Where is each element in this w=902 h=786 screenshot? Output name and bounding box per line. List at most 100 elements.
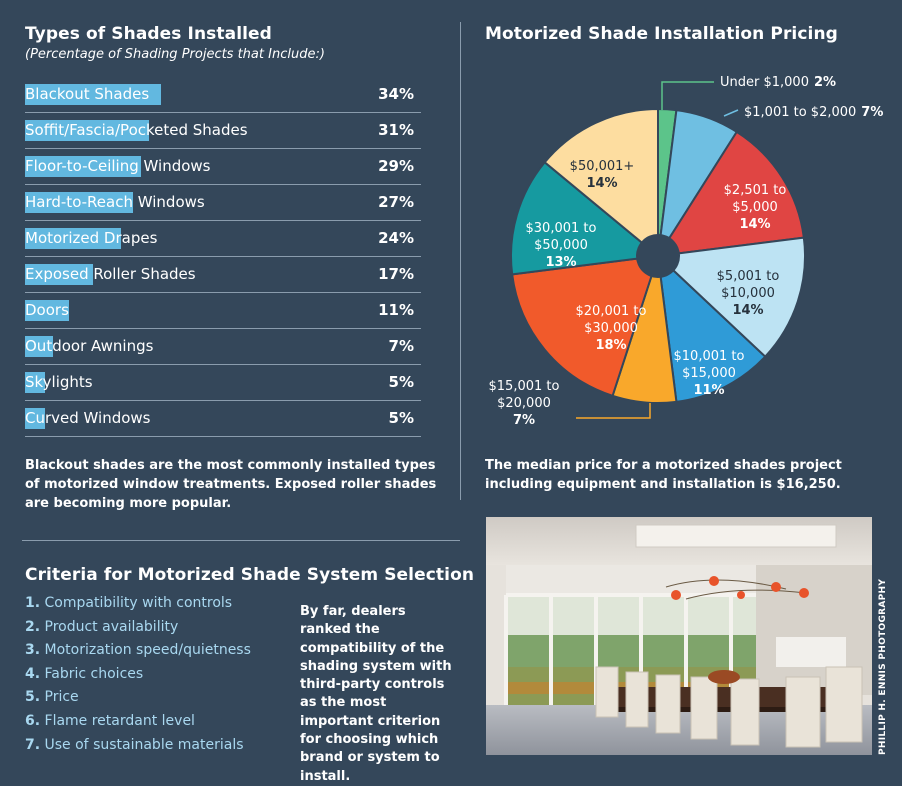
pie-slice bbox=[655, 236, 806, 359]
pie-slice bbox=[510, 160, 661, 276]
pie-slice-percent: 11% bbox=[693, 383, 724, 398]
pie-slice-percent: 14% bbox=[586, 176, 617, 191]
bar-label: Blackout Shades bbox=[25, 85, 150, 103]
bar-label: Outdoor Awnings bbox=[25, 337, 154, 355]
pie-slice-label: $5,000 bbox=[732, 200, 778, 215]
bar-row: Skylights 5% bbox=[25, 365, 421, 401]
bar-value-label: 17% bbox=[378, 265, 414, 283]
criteria-text: Compatibility with controls bbox=[44, 595, 233, 611]
criteria-text: Product availability bbox=[44, 618, 179, 635]
bar bbox=[25, 84, 161, 105]
bar-row: Curved Windows 5% bbox=[25, 401, 421, 437]
criteria-item: 3. Motorization speed/quietness bbox=[25, 642, 251, 666]
pie-slice-percent: 18% bbox=[595, 338, 626, 353]
donut-hole bbox=[636, 234, 680, 278]
pie-slice-percent: 14% bbox=[739, 217, 770, 232]
bar-label: Motorized Drapes bbox=[25, 229, 158, 247]
pricing-chart-title: Motorized Shade Installation Pricing bbox=[485, 24, 838, 44]
bar-label: Skylights bbox=[25, 373, 93, 391]
pie-slice bbox=[656, 130, 805, 258]
pie-slice-percent: 14% bbox=[732, 303, 763, 318]
criteria-number: 4. bbox=[25, 665, 41, 682]
criteria-text: Fabric choices bbox=[44, 665, 144, 682]
pie-slice bbox=[543, 107, 659, 259]
criteria-number: 7. bbox=[25, 736, 41, 753]
criteria-number: 2. bbox=[25, 618, 41, 635]
dining-room-photo bbox=[486, 517, 872, 755]
bar-row: Blackout Shades 34% bbox=[25, 77, 421, 113]
pricing-caption: The median price for a motorized shades … bbox=[485, 458, 842, 492]
bar bbox=[25, 228, 121, 249]
criteria-text: Price bbox=[44, 689, 79, 706]
bar-value-label: 11% bbox=[378, 301, 414, 319]
pie-slice-label: $10,001 to bbox=[674, 349, 745, 364]
pie-slice-label: $5,001 to bbox=[717, 269, 780, 284]
criteria-title: Criteria for Motorized Shade System Sele… bbox=[25, 565, 475, 585]
pie-slice-label: $30,000 bbox=[584, 321, 638, 336]
bar-value-label: 24% bbox=[378, 229, 414, 247]
bar bbox=[25, 372, 45, 393]
pie-slice-percent: 13% bbox=[545, 255, 576, 270]
bar-value-label: 5% bbox=[388, 373, 414, 391]
bar-row: Exposed Roller Shades 17% bbox=[25, 257, 421, 293]
bar-row: Floor-to-Ceiling Windows 29% bbox=[25, 149, 421, 185]
pie-leader-line bbox=[576, 403, 651, 419]
bar-label: Curved Windows bbox=[25, 409, 151, 427]
bar-value-label: 7% bbox=[388, 337, 414, 355]
criteria-number: 5. bbox=[25, 689, 41, 706]
bar bbox=[25, 300, 69, 321]
bar-value-label: 31% bbox=[378, 121, 414, 139]
bar bbox=[25, 192, 133, 213]
bar bbox=[25, 408, 45, 429]
pie-slice-label: $30,001 to bbox=[526, 221, 597, 236]
horizontal-divider bbox=[22, 540, 460, 541]
bar-value-label: 27% bbox=[378, 193, 414, 211]
criteria-item: 6. Flame retardant level bbox=[25, 713, 251, 737]
bar bbox=[25, 264, 93, 285]
vertical-divider bbox=[460, 22, 461, 500]
pie-slice-label: $20,001 to bbox=[576, 304, 647, 319]
criteria-item: 7. Use of sustainable materials bbox=[25, 737, 251, 761]
bar-label: Soffit/Fascia/Pocketed Shades bbox=[25, 121, 248, 139]
bar-value-label: 29% bbox=[378, 157, 414, 175]
bar-label: Doors bbox=[25, 301, 69, 319]
criteria-list: 1. Compatibility with controls 2. Product… bbox=[25, 595, 251, 760]
bar-row: Doors 11% bbox=[25, 293, 421, 329]
pricing-pie-chart: Under $1,000 2% $1,001 to $2,000 7% $2,501 t… bbox=[489, 75, 884, 428]
types-chart-subtitle: (Percentage of Shading Projects that Inc… bbox=[25, 47, 325, 62]
bar-label: Floor-to-Ceiling Windows bbox=[25, 157, 211, 175]
bar-label: Hard-to-Reach Windows bbox=[25, 193, 205, 211]
photo-credit: PHILLIP H. ENNIS PHOTOGRAPHY bbox=[878, 578, 888, 755]
criteria-item: 2. Product availability bbox=[25, 619, 251, 643]
bar bbox=[25, 120, 149, 141]
criteria-text: Flame retardant level bbox=[44, 712, 195, 729]
bar-label: Exposed Roller Shades bbox=[25, 265, 196, 283]
bar-value-label: 5% bbox=[388, 409, 414, 427]
types-caption: Blackout shades are the most commonly in… bbox=[25, 458, 437, 511]
pie-slice-label: Under $1,000 2% bbox=[720, 75, 836, 90]
criteria-item: 4. Fabric choices bbox=[25, 666, 251, 690]
pie-slice-label: $1,001 to $2,000 7% bbox=[744, 105, 883, 120]
bar-row: Motorized Drapes 24% bbox=[25, 221, 421, 257]
criteria-item: 5. Price bbox=[25, 689, 251, 713]
pie-leader-line bbox=[661, 81, 714, 110]
pie-slice-label: $2,501 to bbox=[724, 183, 787, 198]
bar-row: Outdoor Awnings 7% bbox=[25, 329, 421, 365]
criteria-number: 1. bbox=[25, 595, 41, 611]
bar-value-label: 34% bbox=[378, 85, 414, 103]
bar-row: Soffit/Fascia/Pocketed Shades 31% bbox=[25, 113, 421, 149]
pie-slice bbox=[511, 254, 660, 398]
pie-slice-percent: 7% bbox=[513, 413, 535, 428]
pie-slice-label: $15,001 to bbox=[489, 379, 560, 394]
pie-slice bbox=[656, 253, 767, 403]
criteria-text: Use of sustainable materials bbox=[44, 736, 244, 753]
criteria-number: 6. bbox=[25, 712, 41, 729]
criteria-text: Motorization speed/quietness bbox=[44, 642, 251, 659]
bar-row: Hard-to-Reach Windows 27% bbox=[25, 185, 421, 221]
pie-slice-label: $50,001+ bbox=[570, 159, 635, 174]
types-chart-title: Types of Shades Installed bbox=[25, 24, 272, 44]
pie-slice-label: $15,000 bbox=[682, 366, 736, 381]
criteria-item: 1. Compatibility with controls bbox=[25, 595, 251, 619]
pie-slice-label: $50,000 bbox=[534, 238, 588, 253]
criteria-note: By far, dealers ranked the compatibility… bbox=[300, 604, 452, 784]
